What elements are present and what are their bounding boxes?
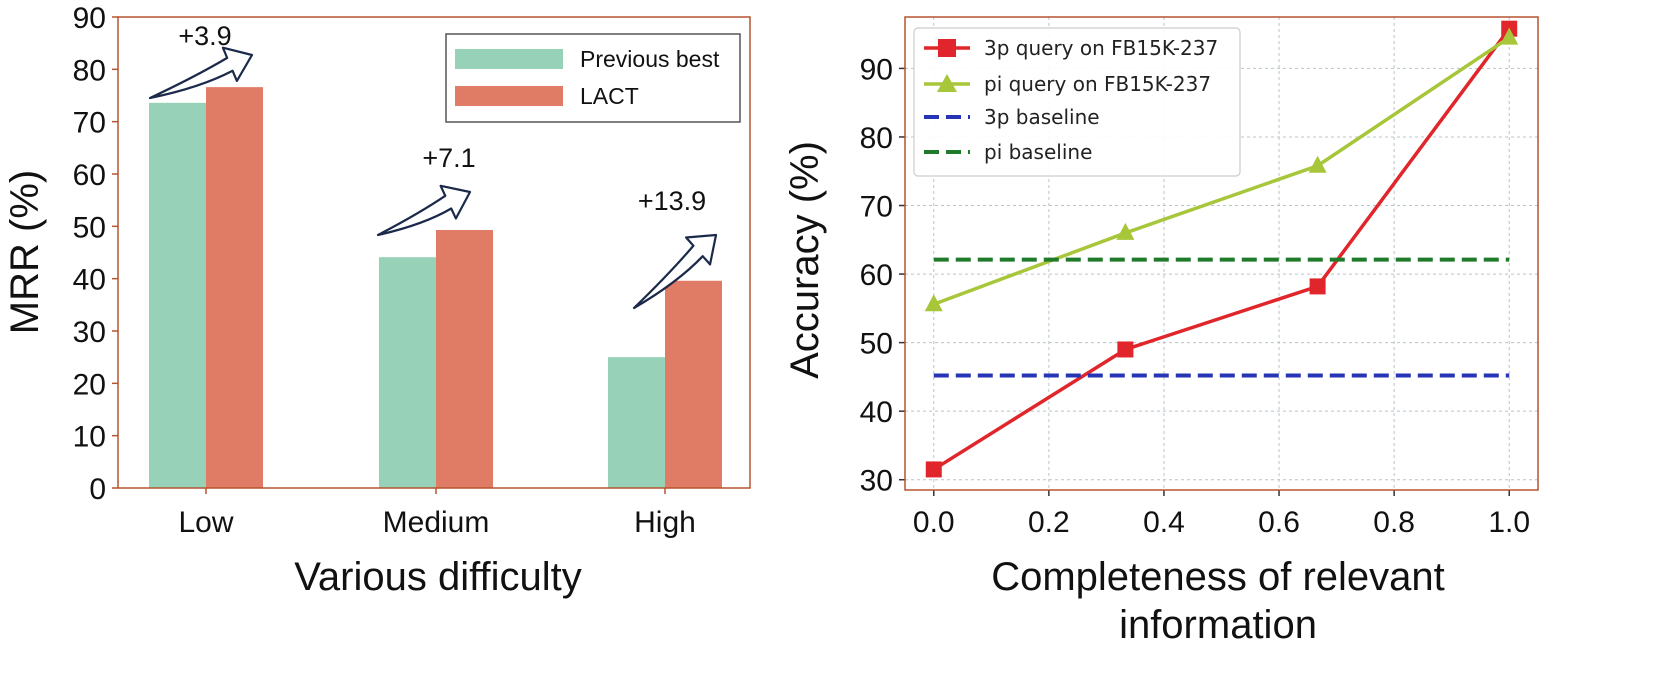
x-axis-label-line-1: Completeness of relevant [991, 555, 1445, 599]
improvement-arrows [148, 46, 718, 310]
y-tick-label: 40 [73, 264, 106, 297]
arrow-high-icon [632, 233, 718, 310]
bar-previous-best-medium [379, 257, 436, 488]
legend-swatch-lact [455, 86, 563, 106]
legend-marker-3p-query [938, 39, 956, 57]
point-marker-pi-query-on-fb15k-237 [1116, 222, 1135, 240]
x-tick-label: 0.8 [1373, 506, 1415, 539]
y-tick-label: 50 [73, 211, 106, 244]
y-tick-labels: 0 10 20 30 40 50 60 70 80 90 [73, 2, 118, 506]
y-tick-label: 30 [73, 316, 106, 349]
y-axis-label: Accuracy (%) [783, 141, 827, 379]
point-marker-pi-query-on-fb15k-237 [924, 294, 943, 312]
legend-label-pi-query: pi query on FB15K-237 [984, 72, 1211, 96]
x-tick-label: 0.0 [913, 506, 955, 539]
annotation-medium: +7.1 [422, 143, 475, 173]
annotation-low: +3.9 [178, 21, 231, 51]
y-tick-label: 70 [860, 191, 893, 224]
y-tick-label: 90 [860, 53, 893, 86]
x-axis-label: Various difficulty [294, 555, 582, 599]
legend-swatch-previous-best [455, 49, 563, 69]
y-tick-label: 60 [73, 159, 106, 192]
y-tick-label: 80 [73, 54, 106, 87]
legend: 3p query on FB15K-237 pi query on FB15K-… [913, 27, 1241, 177]
plot-frame [904, 16, 1539, 491]
bar-lact-low [206, 87, 263, 489]
y-tick-label: 70 [73, 107, 106, 140]
y-tick-label: 80 [860, 122, 893, 155]
arrow-low-icon [148, 46, 254, 100]
arrow-medium-icon [376, 184, 472, 237]
legend-label-3p-baseline: 3p baseline [984, 105, 1100, 129]
y-tick-label: 30 [860, 465, 893, 498]
legend-box [913, 27, 1241, 177]
series-line-pi-query-on-fb15k-237 [933, 36, 1511, 306]
y-tick-label: 90 [73, 2, 106, 35]
x-axis-label: Completeness of relevant information [991, 555, 1445, 647]
bar-previous-best-high [608, 357, 665, 488]
accuracy-line-chart: 30 40 50 60 70 80 90 0.0 0.2 0.4 0.6 0.8 1.0 Comple… [783, 16, 1539, 647]
mrr-bar-chart: 0 10 20 30 40 50 60 70 80 90 Low Medium High +3.9 +… [3, 2, 751, 599]
x-tick-label: 0.6 [1258, 506, 1300, 539]
bar-previous-best-low [149, 102, 206, 489]
x-tick-labels: Low Medium High [178, 488, 696, 539]
bar-group [149, 87, 722, 489]
x-tick-label: 0.4 [1143, 506, 1185, 539]
annotation-high: +13.9 [638, 186, 706, 216]
point-marker-pi-query-on-fb15k-237 [1308, 155, 1327, 173]
y-tick-label: 0 [89, 473, 106, 506]
x-axis-label-line-2: information [1119, 603, 1317, 647]
x-tick-label-medium: Medium [383, 506, 490, 539]
bar-lact-high [665, 280, 722, 488]
legend-label-previous-best: Previous best [580, 46, 720, 72]
series-line-3p-query-on-fb15k-237 [932, 27, 1511, 471]
plot-frame [117, 16, 751, 489]
point-marker-pi-query-on-fb15k-237 [1500, 27, 1519, 45]
legend-label-lact: LACT [580, 83, 639, 109]
y-tick-label: 50 [860, 328, 893, 361]
legend-label-3p-query: 3p query on FB15K-237 [984, 36, 1218, 60]
y-tick-label: 40 [860, 396, 893, 429]
point-marker-3p-query-on-fb15k-237 [1309, 278, 1326, 295]
bar-lact-medium [436, 229, 493, 488]
x-tick-label-high: High [634, 506, 696, 539]
x-tick-label: 0.2 [1028, 506, 1070, 539]
series-lines [924, 20, 1519, 478]
legend: Previous best LACT [445, 33, 741, 123]
legend-box [445, 33, 741, 123]
point-marker-3p-query-on-fb15k-237 [925, 461, 942, 478]
y-axis-label: MRR (%) [3, 170, 47, 334]
x-tick-labels: 0.0 0.2 0.4 0.6 0.8 1.0 [913, 490, 1530, 539]
point-marker-3p-query-on-fb15k-237 [1117, 341, 1134, 358]
y-tick-label: 10 [73, 421, 106, 454]
y-tick-label: 20 [73, 368, 106, 401]
y-tick-label: 60 [860, 259, 893, 292]
legend-marker-pi-query [937, 74, 957, 92]
legend-label-pi-baseline: pi baseline [984, 140, 1092, 164]
x-tick-label-low: Low [178, 506, 233, 539]
x-tick-label: 1.0 [1488, 506, 1530, 539]
y-tick-labels: 30 40 50 60 70 80 90 [860, 53, 905, 498]
